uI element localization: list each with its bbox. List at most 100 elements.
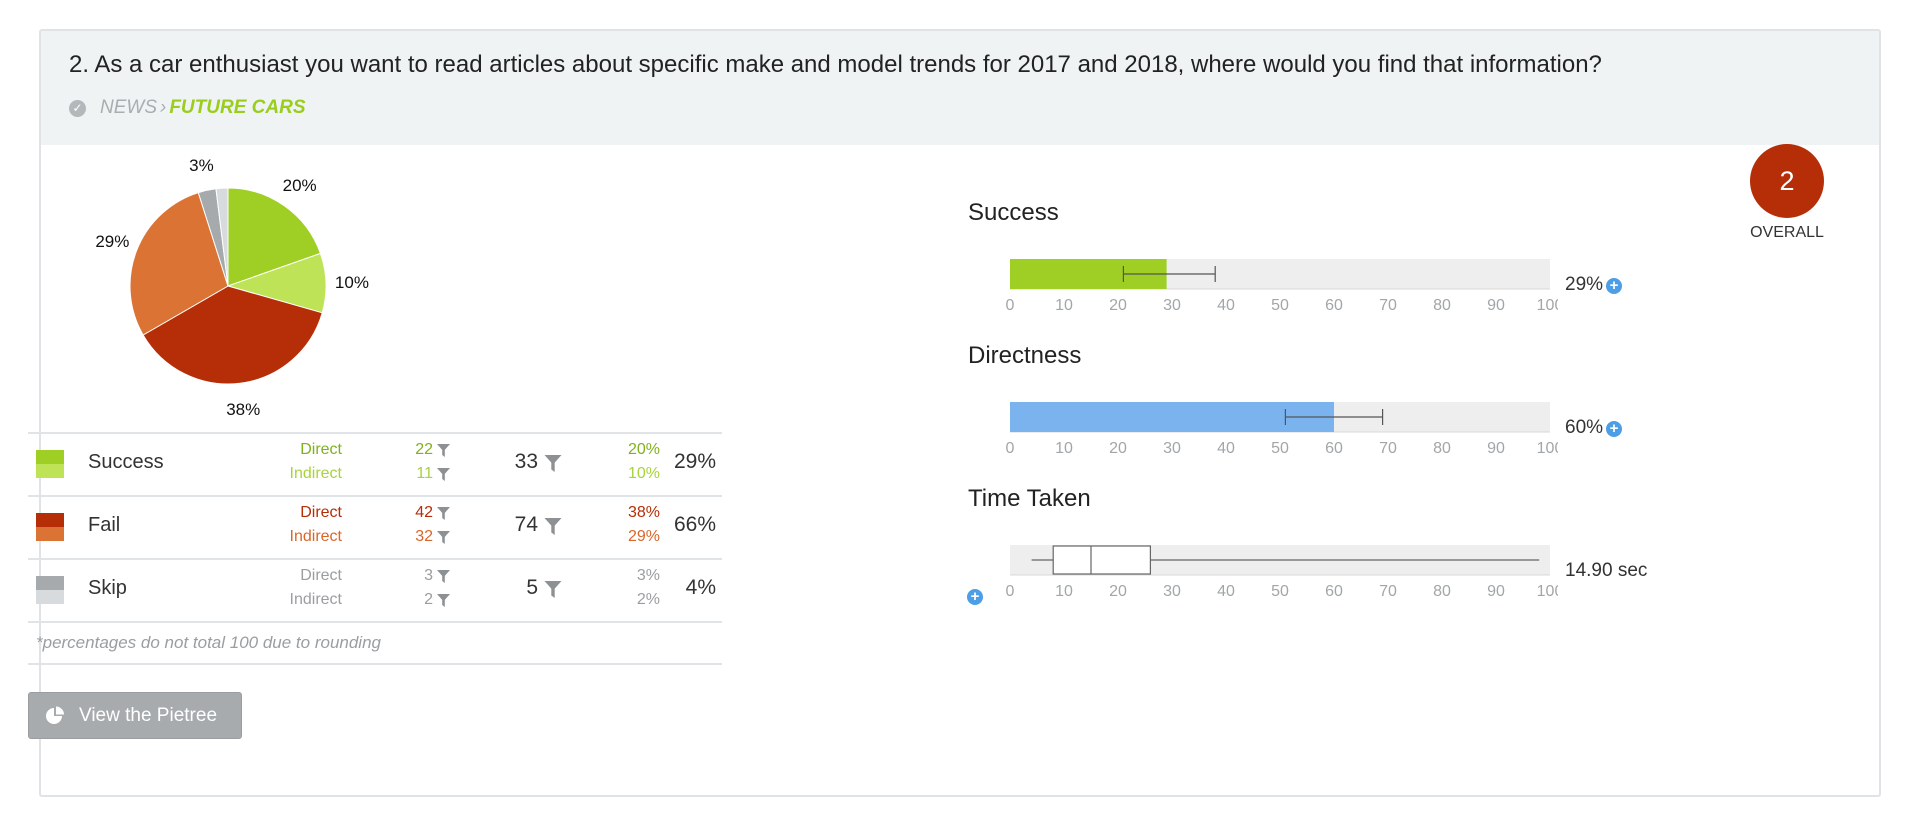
tick-label: 90 xyxy=(1487,440,1505,457)
direct-label: Direct xyxy=(300,567,342,584)
pie-slice xyxy=(215,187,229,287)
tick-label: 100 xyxy=(1537,297,1558,314)
breadcrumb-parent: NEWS xyxy=(100,97,157,118)
time-taken-title: Time Taken xyxy=(968,485,1091,512)
filter-icon[interactable] xyxy=(544,518,562,535)
question-text: 2. As a car enthusiast you want to read … xyxy=(69,51,1602,78)
tick-label: 10 xyxy=(1055,440,1073,457)
pie-slice-label: 10% xyxy=(335,273,369,292)
tick-label: 50 xyxy=(1271,440,1289,457)
total-count: 5 xyxy=(526,576,538,599)
tick-label: 40 xyxy=(1217,583,1235,600)
total-count: 74 xyxy=(514,513,538,536)
pie-slice xyxy=(129,191,229,336)
direct-count: 3 xyxy=(424,567,433,584)
time-taken-boxplot: 0 10 20 30 40 50 60 70 80 90 100 xyxy=(1006,545,1558,600)
pie-slice-label: 3% xyxy=(189,156,214,175)
box xyxy=(1052,545,1151,575)
row-percent: 66% xyxy=(673,513,716,536)
tick-label: 60 xyxy=(1325,583,1343,600)
plus-circle-icon[interactable]: + xyxy=(1606,278,1623,294)
tick-label: 50 xyxy=(1271,583,1289,600)
tick-label: 70 xyxy=(1379,297,1397,314)
outcome-pie-chart: 20% 10% 38% 29% 3% xyxy=(95,156,369,419)
table-row-fail: Fail Direct Indirect 42 32 74 38% 29% 66… xyxy=(28,495,722,558)
table-row-skip: Skip Direct Indirect 3 2 5 3% 2% 4% xyxy=(28,558,722,621)
row-label: Fail xyxy=(88,514,121,536)
filter-icon[interactable] xyxy=(437,468,450,481)
row-label: Skip xyxy=(88,577,127,599)
breadcrumb-separator: › xyxy=(160,97,167,118)
tick-label: 70 xyxy=(1379,583,1397,600)
directness-title: Directness xyxy=(968,342,1082,369)
filter-icon[interactable] xyxy=(544,455,562,472)
tick-label: 20 xyxy=(1109,583,1127,600)
tick-label: 60 xyxy=(1325,297,1343,314)
task-result-card: 2. As a car enthusiast you want to read … xyxy=(39,29,1881,797)
pie-slice-label: 29% xyxy=(95,232,129,251)
direct-percent: 38% xyxy=(627,504,660,521)
success-title: Success xyxy=(968,199,1059,226)
filter-icon[interactable] xyxy=(437,444,450,457)
view-pietree-button[interactable]: View the Pietree xyxy=(28,692,242,739)
directness-percent: 60% xyxy=(1565,417,1604,438)
check-circle-icon: ✓ xyxy=(69,100,86,117)
success-value: 29% + xyxy=(1565,274,1623,296)
direct-label: Direct xyxy=(300,504,342,521)
filter-icon[interactable] xyxy=(437,507,450,520)
pie-slice xyxy=(142,285,323,385)
fail-swatch xyxy=(36,513,64,541)
directness-value: 60% + xyxy=(1565,417,1623,439)
success-percent: 29% xyxy=(1565,274,1604,295)
tick-label: 0 xyxy=(1006,440,1015,457)
tick-label: 40 xyxy=(1217,440,1235,457)
indirect-label: Indirect xyxy=(289,528,342,545)
filter-icon[interactable] xyxy=(437,531,450,544)
filter-icon[interactable] xyxy=(437,594,450,607)
filter-icon[interactable] xyxy=(437,570,450,583)
filter-icon[interactable] xyxy=(544,581,562,598)
indirect-label: Indirect xyxy=(289,591,342,608)
outcome-table: Success Direct Indirect 22 11 33 20% 10%… xyxy=(28,432,722,665)
tick-label: 60 xyxy=(1325,440,1343,457)
tick-label: 100 xyxy=(1537,583,1558,600)
row-label: Success xyxy=(88,451,164,473)
tick-label: 90 xyxy=(1487,583,1505,600)
tick-label: 100 xyxy=(1537,440,1558,457)
table-row-success: Success Direct Indirect 22 11 33 20% 10%… xyxy=(28,432,722,495)
tick-label: 40 xyxy=(1217,297,1235,314)
plus-circle-icon[interactable]: + xyxy=(967,589,983,605)
success-swatch xyxy=(36,450,64,478)
pie-slice-label: 38% xyxy=(226,400,260,419)
plus-circle-icon[interactable]: + xyxy=(1606,421,1623,437)
directness-bar-chart: 0 10 20 30 40 50 60 70 80 90 100 xyxy=(1006,402,1558,457)
footnote-text: *percentages do not total 100 due to rou… xyxy=(36,633,381,652)
total-count: 33 xyxy=(514,450,538,473)
direct-count: 22 xyxy=(415,441,433,458)
time-taken-value: 14.90 sec xyxy=(1565,560,1648,581)
tick-label: 90 xyxy=(1487,297,1505,314)
overall-score-badge: 2 xyxy=(1750,144,1824,218)
success-bar-chart: 0 10 20 30 40 50 60 70 80 90 100 xyxy=(1006,259,1558,314)
tick-label: 30 xyxy=(1163,583,1181,600)
tick-label: 10 xyxy=(1055,297,1073,314)
tick-label: 50 xyxy=(1271,297,1289,314)
view-pietree-label: View the Pietree xyxy=(79,705,218,726)
indirect-label: Indirect xyxy=(289,465,342,482)
indirect-count: 2 xyxy=(424,591,433,608)
tick-label: 30 xyxy=(1163,297,1181,314)
indirect-count: 11 xyxy=(416,465,433,482)
breadcrumb-current: FUTURE CARS xyxy=(169,97,306,118)
overall-label: OVERALL xyxy=(1750,224,1824,241)
task-header: 2. As a car enthusiast you want to read … xyxy=(41,31,1879,145)
tick-label: 10 xyxy=(1055,583,1073,600)
breadcrumb: ✓ NEWS › FUTURE CARS xyxy=(69,97,306,119)
row-percent: 29% xyxy=(673,450,716,473)
tick-label: 70 xyxy=(1379,440,1397,457)
tick-label: 0 xyxy=(1006,297,1015,314)
indirect-percent: 10% xyxy=(627,465,660,482)
pie-chart-icon xyxy=(46,706,64,724)
row-percent: 4% xyxy=(685,576,716,599)
tick-label: 20 xyxy=(1109,440,1127,457)
value-bar xyxy=(1010,402,1334,432)
